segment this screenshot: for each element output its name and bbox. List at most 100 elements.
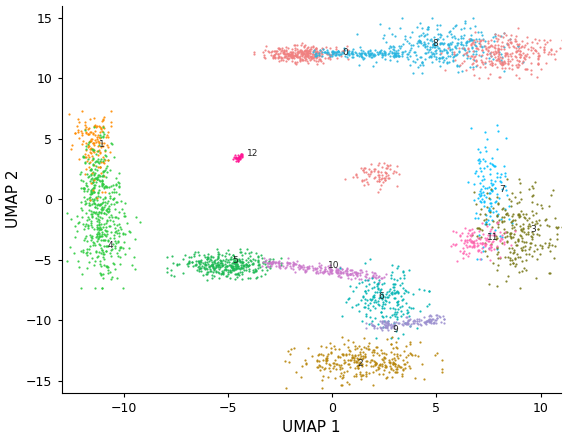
Point	[257, 252, 266, 259]
Point	[282, 385, 291, 392]
Text: 9: 9	[393, 325, 399, 334]
Point	[494, 45, 503, 52]
Point	[246, 258, 255, 265]
Point	[225, 274, 234, 281]
Point	[75, 264, 84, 271]
Point	[111, 228, 120, 235]
Point	[479, 239, 488, 247]
Point	[242, 262, 251, 269]
Point	[478, 239, 487, 247]
Point	[387, 322, 396, 329]
Point	[296, 264, 305, 271]
Point	[469, 228, 479, 235]
Point	[532, 74, 541, 81]
Point	[298, 49, 307, 56]
Point	[401, 354, 410, 361]
Point	[91, 248, 100, 255]
Point	[542, 38, 551, 45]
Point	[336, 51, 345, 58]
Point	[530, 179, 539, 186]
Point	[535, 217, 544, 224]
Point	[101, 153, 110, 160]
Point	[430, 39, 439, 46]
Point	[358, 55, 367, 62]
Point	[348, 53, 357, 60]
Point	[538, 244, 547, 251]
Point	[221, 264, 230, 271]
Point	[369, 62, 378, 69]
Point	[410, 59, 419, 66]
Point	[371, 359, 380, 366]
Point	[395, 281, 404, 288]
Point	[99, 210, 108, 217]
Point	[378, 326, 387, 333]
Point	[422, 30, 431, 37]
Point	[210, 265, 219, 272]
Point	[227, 267, 236, 274]
Point	[369, 358, 378, 365]
Point	[270, 259, 280, 266]
Point	[485, 207, 494, 214]
Point	[110, 243, 119, 250]
Point	[545, 223, 554, 230]
Point	[505, 232, 514, 239]
Point	[397, 52, 407, 60]
Point	[392, 289, 401, 296]
Point	[233, 157, 242, 164]
Point	[507, 244, 516, 251]
Point	[230, 254, 239, 261]
Point	[317, 377, 326, 384]
Point	[267, 259, 276, 266]
Point	[503, 41, 513, 49]
Point	[431, 53, 441, 60]
Point	[290, 50, 299, 57]
Point	[296, 47, 305, 54]
Point	[336, 364, 345, 371]
Point	[353, 355, 362, 362]
Point	[390, 324, 399, 331]
Point	[312, 45, 321, 52]
Point	[93, 176, 102, 183]
Point	[227, 259, 236, 266]
Point	[99, 125, 108, 132]
Point	[183, 260, 192, 267]
Point	[476, 52, 485, 60]
Point	[518, 49, 527, 56]
Point	[273, 45, 282, 52]
Point	[521, 65, 530, 72]
Point	[187, 253, 196, 260]
Point	[445, 46, 454, 53]
Point	[91, 158, 100, 165]
Point	[290, 345, 299, 352]
Point	[390, 49, 399, 56]
Point	[274, 259, 283, 266]
Point	[293, 49, 302, 56]
Point	[382, 363, 391, 370]
Point	[413, 56, 422, 63]
Point	[89, 123, 98, 130]
Point	[213, 260, 222, 267]
Point	[367, 318, 376, 325]
Point	[94, 147, 103, 154]
Point	[79, 237, 88, 244]
Point	[500, 229, 509, 236]
Point	[373, 288, 382, 295]
Point	[90, 171, 99, 178]
Point	[344, 336, 353, 344]
Point	[84, 151, 93, 158]
Point	[458, 59, 467, 66]
Point	[518, 226, 527, 233]
Point	[266, 260, 276, 267]
Point	[351, 373, 360, 380]
Point	[322, 46, 331, 53]
Point	[357, 363, 366, 370]
Point	[86, 197, 95, 204]
Point	[433, 350, 442, 357]
Point	[81, 125, 90, 132]
Point	[500, 45, 509, 52]
Point	[390, 53, 399, 60]
Point	[101, 227, 110, 234]
Point	[114, 230, 123, 237]
Point	[279, 56, 288, 64]
Point	[500, 67, 509, 74]
